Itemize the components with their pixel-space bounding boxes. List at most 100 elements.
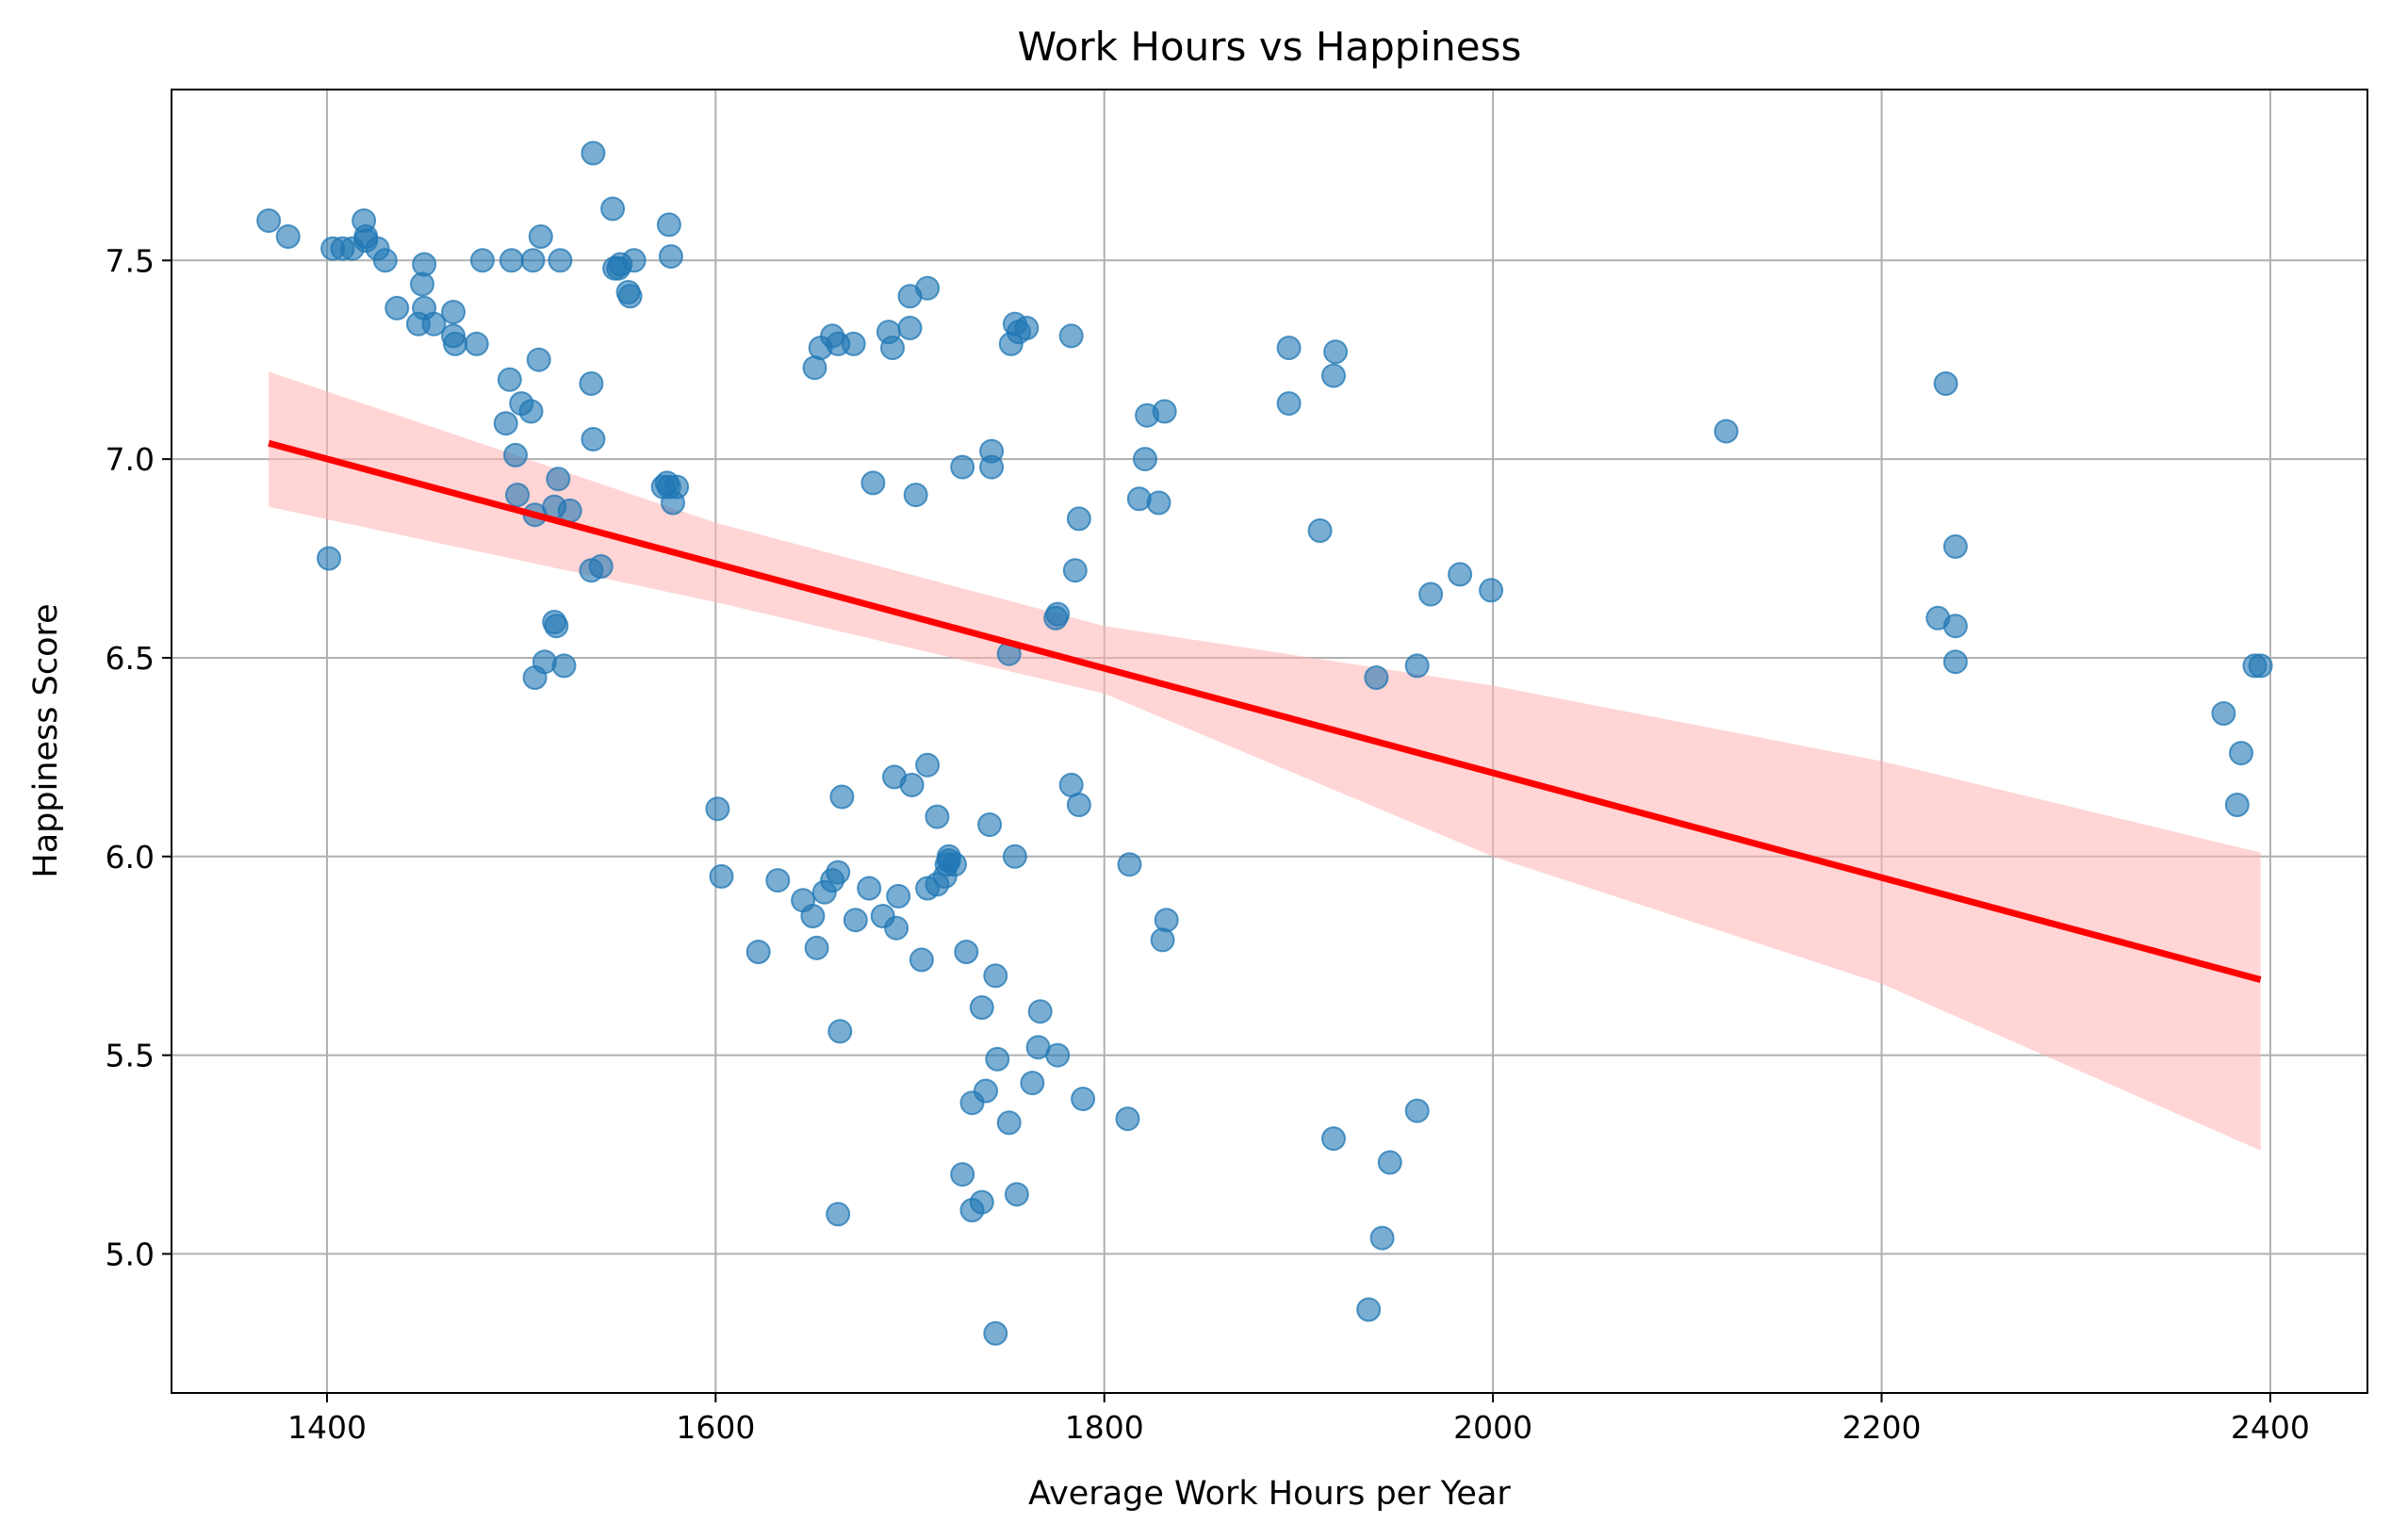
data-point [1321,363,1346,388]
data-point [1146,490,1171,516]
data-point [909,947,934,973]
data-point [1045,601,1071,627]
data-point [1418,582,1444,607]
data-point [1062,558,1088,583]
data-point [804,935,829,960]
data-point [996,1110,1022,1136]
data-point [548,248,573,273]
data-point [579,371,604,396]
data-point [1027,999,1053,1024]
data-point [2229,741,2253,766]
data-point [2224,793,2250,817]
data-point [903,483,928,508]
y-axis-label: Happiness Score [27,603,65,877]
data-point [1150,927,1175,953]
data-point [518,399,544,424]
data-point [826,1202,851,1227]
data-point [884,915,909,941]
y-tick-label: 5.0 [106,1236,155,1272]
data-point [503,442,528,467]
data-point [915,752,941,778]
data-point [493,411,518,436]
data-point [410,271,434,297]
x-axis-label: Average Work Hours per Year [1028,1475,1511,1513]
data-point [983,963,1008,989]
data-point [544,614,569,639]
data-point [317,546,341,571]
data-point [522,665,548,690]
x-tick-label: 1800 [1065,1409,1144,1446]
data-point [950,1162,975,1188]
data-point [880,336,905,361]
data-point [372,248,398,273]
data-point [1004,1182,1029,1207]
data-point [581,427,606,451]
x-tick-label: 2200 [1842,1409,1922,1446]
data-point [1942,533,1968,559]
data-point [800,904,826,928]
data-point [979,454,1005,480]
data-point [528,224,553,249]
data-point [464,331,489,356]
data-point [1152,399,1177,424]
data-point [1942,649,1968,675]
confidence-band-area [269,371,2261,1151]
data-point [857,876,882,901]
data-point [505,483,530,508]
data-point [621,248,647,273]
data-point [1058,323,1084,349]
data-point [899,772,925,797]
data-point [1066,506,1091,532]
data-point [385,295,410,320]
data-point [2248,653,2273,679]
data-point [826,860,851,885]
data-point [656,212,681,238]
data-point [860,470,886,496]
data-point [1020,1071,1045,1096]
data-point [600,196,626,221]
data-point [546,467,571,492]
data-point [256,208,282,234]
data-point [421,311,447,336]
data-point [588,554,614,579]
data-point [950,454,975,480]
data-point [1276,391,1302,417]
data-point [1045,1042,1071,1068]
data-point [658,244,683,270]
data-point [841,331,866,356]
x-tick-label: 1600 [676,1409,755,1446]
confidence-band [269,371,2261,1151]
data-point [441,300,466,325]
data-point [497,367,522,392]
data-point [1404,1098,1430,1123]
data-point [745,940,771,964]
y-tick-label: 6.5 [106,640,155,677]
data-point [925,804,950,829]
chart-title: Work Hours vs Happiness [1018,24,1522,70]
data-point [617,284,643,309]
data-point [827,1019,853,1044]
data-point [1154,908,1179,933]
data-point [551,653,577,679]
data-point [520,248,546,273]
data-point [1321,1126,1346,1152]
data-point [1942,614,1968,639]
data-point [1369,1225,1395,1251]
data-point [942,852,967,877]
y-tick-label: 7.5 [106,242,155,279]
x-tick-label: 2000 [1453,1409,1532,1446]
x-tick-label: 2400 [2231,1409,2310,1446]
data-point [1448,562,1473,587]
data-point [1071,1087,1096,1111]
data-point [1713,418,1739,444]
data-point [1276,336,1302,361]
data-point [1066,793,1091,817]
data-point [443,331,467,356]
data-point [959,1090,985,1116]
data-point [469,248,495,273]
data-point [1002,844,1027,869]
data-point [886,883,911,909]
y-tick-label: 7.0 [106,441,155,478]
